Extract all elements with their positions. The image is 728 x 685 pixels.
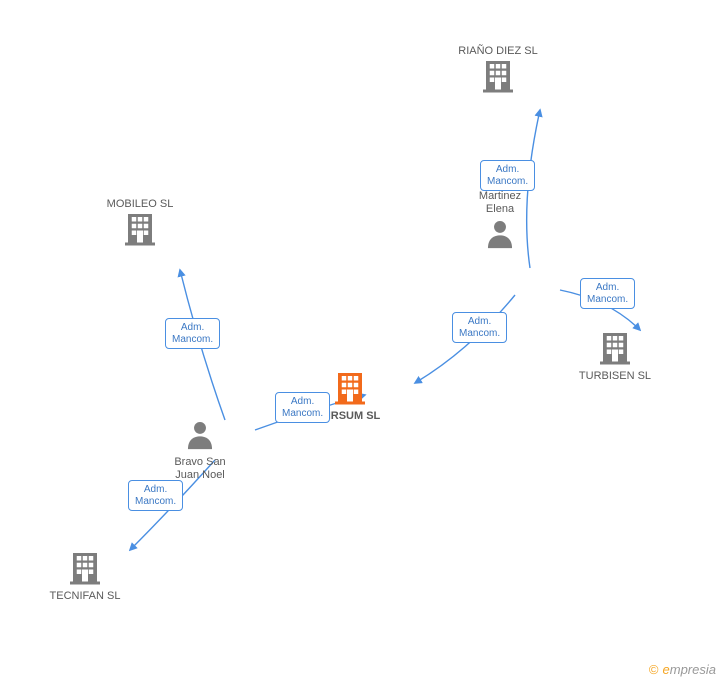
building-icon xyxy=(597,330,633,366)
edge-label-gomez-riano: Adm. Mancom. xyxy=(480,160,535,191)
node-tecnifan[interactable]: TECNIFAN SL xyxy=(35,550,135,603)
person-icon xyxy=(183,418,217,452)
node-label: TURBISEN SL xyxy=(565,370,665,383)
node-bravo[interactable]: Bravo SanJuan Noel xyxy=(155,418,245,482)
building-icon xyxy=(332,370,368,406)
diagram-canvas: RIAÑO DIEZ SL MOBILEO SL GomezMartinezEl… xyxy=(0,0,728,685)
building-icon xyxy=(122,211,158,247)
person-icon xyxy=(483,217,517,251)
node-label: MOBILEO SL xyxy=(95,198,185,211)
edge-label-gomez-airsum: Adm. Mancom. xyxy=(452,312,507,343)
node-label: RIAÑO DIEZ SL xyxy=(443,45,553,58)
edge-label-bravo-mobileo: Adm. Mancom. xyxy=(165,318,220,349)
building-icon xyxy=(67,550,103,586)
brand-rest: mpresia xyxy=(670,662,716,677)
node-riano[interactable]: RIAÑO DIEZ SL xyxy=(443,45,553,98)
edge-label-bravo-airsum: Adm. Mancom. xyxy=(275,392,330,423)
edge-label-gomez-turbisen: Adm. Mancom. xyxy=(580,278,635,309)
watermark: © empresia xyxy=(649,662,716,677)
node-label: TECNIFAN SL xyxy=(35,590,135,603)
node-mobileo[interactable]: MOBILEO SL xyxy=(95,198,185,251)
node-turbisen[interactable]: TURBISEN SL xyxy=(565,330,665,383)
copyright-symbol: © xyxy=(649,662,659,677)
edge-label-bravo-tecnifan: Adm. Mancom. xyxy=(128,480,183,511)
brand-initial: e xyxy=(663,662,670,677)
building-icon xyxy=(480,58,516,94)
node-label: Bravo SanJuan Noel xyxy=(155,456,245,482)
